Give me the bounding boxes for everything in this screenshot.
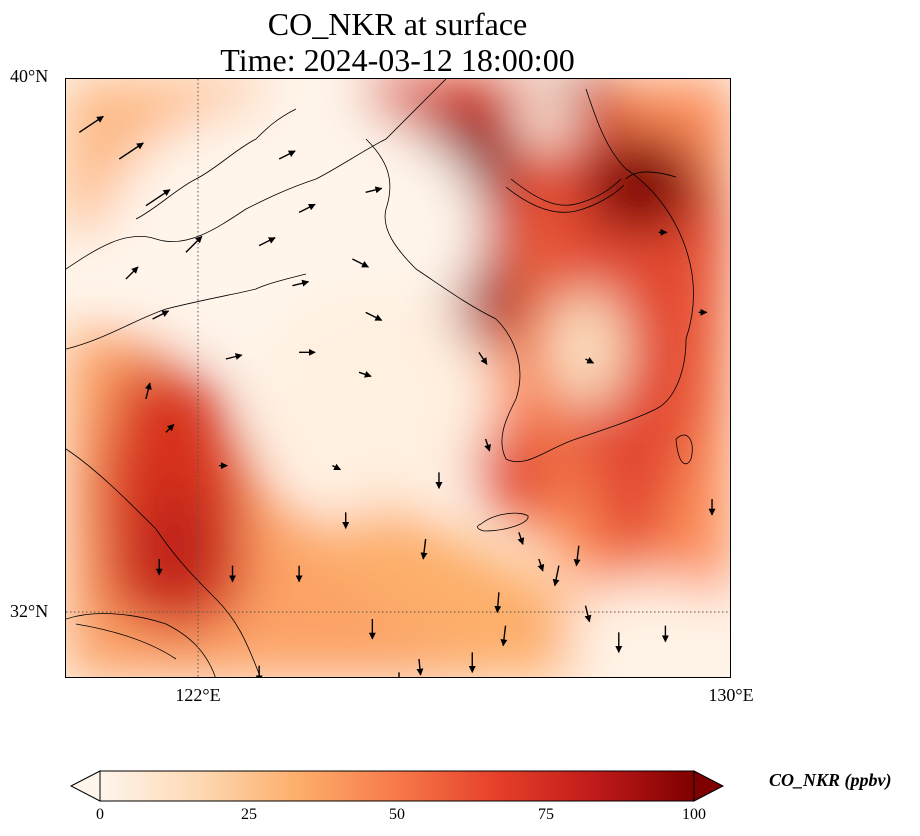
colorbar-tick-50: 50 (389, 806, 405, 823)
wind-arrow (420, 538, 428, 560)
wind-arrow (365, 186, 383, 194)
map-svg (66, 79, 730, 677)
wind-arrow (352, 258, 370, 268)
wind-arrow (416, 658, 424, 676)
wind-arrow (298, 203, 316, 213)
lat-label-32n: 32°N (10, 601, 49, 621)
colorbar-tick-100: 100 (682, 806, 706, 823)
wind-arrow (165, 423, 175, 433)
colorbar-bar (99, 770, 695, 802)
wind-arrow (292, 279, 310, 287)
wind-arrow (484, 438, 491, 452)
lon-label-130e: 130°E (708, 685, 754, 705)
wind-arrow (225, 353, 243, 360)
lat-label-40n: 40°N (10, 66, 49, 86)
wind-arrow (125, 266, 139, 280)
colorbar-tick-25: 25 (241, 806, 257, 823)
chart-title: CO_NKR at surface (267, 6, 528, 42)
colorbar-tick-0: 0 (96, 806, 104, 823)
wind-arrow (258, 237, 276, 247)
colorbar-max-extend (693, 770, 725, 802)
wind-arrow (494, 592, 502, 614)
wind-arrow (118, 142, 144, 160)
wind-arrow (584, 605, 592, 623)
concentration-field (66, 79, 730, 677)
wind-vectors (78, 115, 716, 677)
wind-arrow (585, 357, 595, 364)
colorbar-label: CO_NKR (ppbv) (769, 770, 892, 790)
chart-time: Time: 2024-03-12 18:00:00 (220, 42, 575, 78)
map-panel (65, 78, 731, 678)
wind-arrow (78, 115, 104, 133)
lon-label-122e: 122°E (175, 685, 221, 705)
coastlines (66, 79, 694, 677)
colorbar-min-extend (70, 770, 101, 802)
wind-arrow (152, 310, 170, 320)
colorbar-tick-75: 75 (538, 806, 554, 823)
wind-arrow (185, 235, 203, 253)
colorbar (70, 770, 725, 802)
wind-arrow (552, 565, 560, 587)
wind-arrow (365, 311, 383, 321)
wind-arrow (144, 382, 152, 400)
wind-arrow (517, 532, 525, 545)
wind-arrow (358, 371, 372, 378)
wind-arrow (145, 189, 171, 207)
wind-arrow (573, 545, 581, 567)
wind-arrow (500, 625, 508, 647)
wind-arrow (332, 463, 342, 471)
wind-arrow (478, 351, 488, 365)
wind-arrow (537, 558, 545, 572)
wind-arrow (278, 150, 296, 160)
